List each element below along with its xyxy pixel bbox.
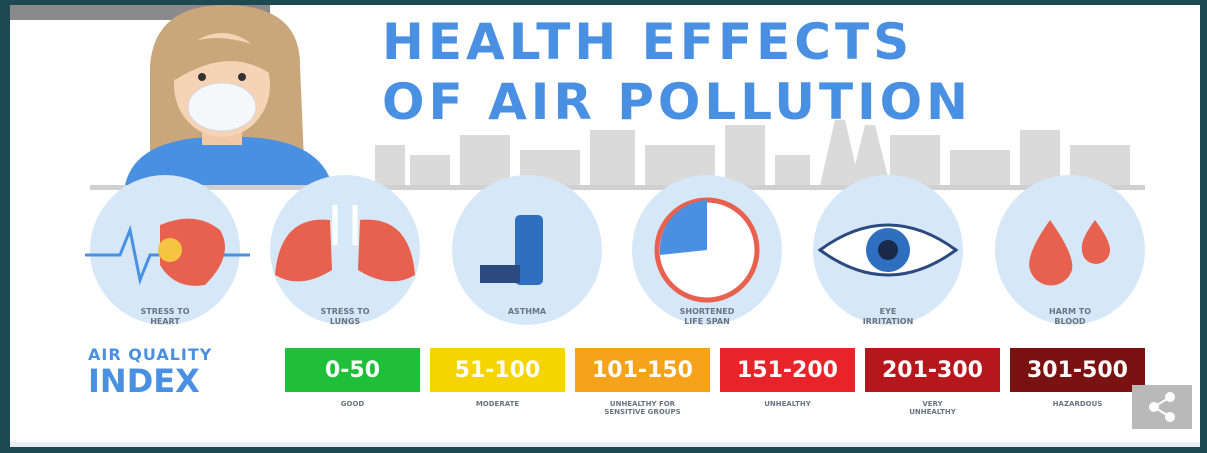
aqi-level: 301-500 <box>1010 348 1145 392</box>
share-button[interactable] <box>1132 385 1192 429</box>
title-line: HEALTH EFFECTS <box>382 13 914 71</box>
aqi-level: 0-50 <box>285 348 420 392</box>
image: HEALTH EFFECTS OF AIR POLLUTION AIR QUAL… <box>10 5 1200 447</box>
effect-label: EYE IRRITATION <box>862 307 914 326</box>
effect-label: STRESS TO LUNGS <box>320 307 370 326</box>
share-icon <box>1149 392 1175 422</box>
effect-icons <box>85 175 1145 325</box>
title-line: OF AIR POLLUTION <box>382 73 973 131</box>
aqi-level: 51-100 <box>430 348 565 392</box>
bottom-strip <box>10 442 1200 447</box>
aqi-level-label: MODERATE <box>475 400 520 408</box>
effect-label: ASTHMA <box>507 307 547 316</box>
effect-label: SHORTENED LIFE SPAN <box>679 307 735 326</box>
aqi-level-label: UNHEALTHY <box>764 400 811 408</box>
effect-label: STRESS TO HEART <box>140 307 190 326</box>
aqi-level-label: UNHEALTHY FOR SENSITIVE GROUPS <box>604 400 681 417</box>
illustration <box>85 5 1145 325</box>
effect-label: HARM TO BLOOD <box>1048 307 1092 326</box>
aqi-level: 101-150 <box>575 348 710 392</box>
aqi-level-label: GOOD <box>340 400 365 408</box>
aqi-title: INDEX <box>88 362 200 400</box>
aqi-level: 201-300 <box>865 348 1000 392</box>
ground <box>90 185 1145 190</box>
aqi-title: AIR QUALITY <box>88 345 213 364</box>
girl <box>125 5 332 185</box>
aqi-level: 151-200 <box>720 348 855 392</box>
aqi-level-label: HAZARDOUS <box>1052 400 1103 408</box>
aqi-level-label: VERY UNHEALTHY <box>909 400 956 417</box>
